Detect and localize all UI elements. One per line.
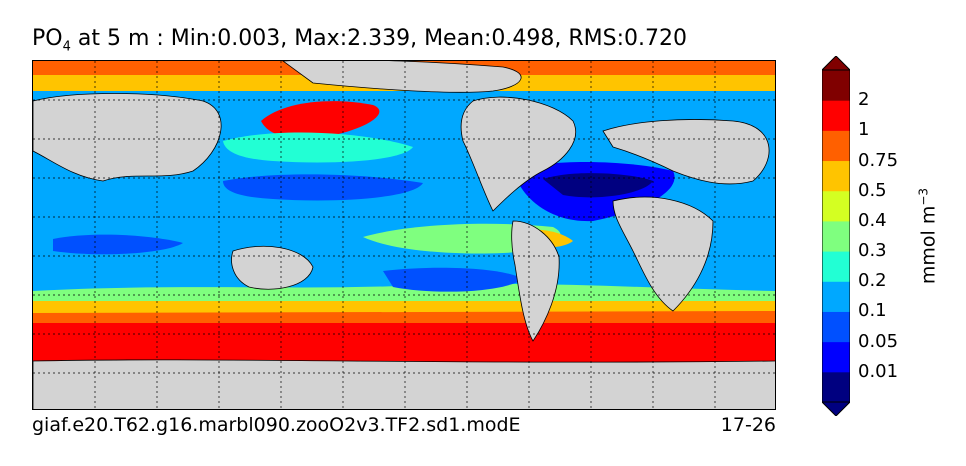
southern-green-band <box>33 283 775 301</box>
colorbar-extend-min <box>822 401 850 416</box>
colorbar-bin <box>822 70 850 101</box>
colorbar-bin <box>822 220 850 252</box>
north-pacific-cyan <box>223 132 413 163</box>
colorbar-tick-label: 0.3 <box>858 240 887 262</box>
colorbar-bin <box>822 371 850 403</box>
colorbar-bin <box>822 281 850 312</box>
colorbar-tick-label: 0.4 <box>858 209 887 231</box>
colorbar-tick-label: 1 <box>858 119 870 141</box>
colorbar-frame <box>822 69 850 403</box>
colorbar-bin <box>822 130 850 162</box>
po4-map <box>33 61 775 409</box>
north-pacific-red <box>261 101 380 139</box>
title-stats: at 5 m : Min:0.003, Max:2.339, Mean:0.49… <box>70 26 688 51</box>
map-panel <box>32 60 776 410</box>
indian-ocean-gyre <box>53 234 183 255</box>
continents <box>33 61 775 409</box>
colorbar-bin <box>822 341 850 373</box>
case-name: giaf.e20.T62.g16.marbl090.zooO2v3.TF2.sd… <box>32 414 521 436</box>
colorbar-bin <box>822 251 850 282</box>
colorbar <box>822 56 850 416</box>
title-variable: PO <box>32 26 63 51</box>
colorbar-bin <box>822 190 850 222</box>
title-subscript: 4 <box>62 39 71 55</box>
colorbar-tick-label: 0.75 <box>858 149 899 171</box>
colorbar-tick-label: 0.05 <box>858 330 899 352</box>
colorbar-tick-label: 0.01 <box>858 360 899 382</box>
colorbar-tick-label: 2 <box>858 89 870 111</box>
colorbar-bin <box>822 160 850 192</box>
colorbar-tick-label: 0.2 <box>858 270 887 292</box>
south-pacific-gyre <box>383 267 523 292</box>
year-range: 17-26 <box>720 414 776 436</box>
colorbar-tick-label: 0.1 <box>858 300 887 322</box>
sargasso-min <box>543 173 653 198</box>
equatorial-upwelling <box>363 223 561 254</box>
units-text: mmol m <box>917 205 940 285</box>
north-pacific-gyre <box>223 174 423 201</box>
units-exponent: −3 <box>916 187 931 206</box>
plot-title: PO4 at 5 m : Min:0.003, Max:2.339, Mean:… <box>32 26 687 54</box>
graticule <box>33 61 775 409</box>
colorbar-tick-label: 0.5 <box>858 179 887 201</box>
colorbar-bin <box>822 311 850 343</box>
units-label: mmol m−3 <box>916 188 939 284</box>
colorbar-extend-max <box>822 56 850 71</box>
colorbar-bin <box>822 100 850 131</box>
